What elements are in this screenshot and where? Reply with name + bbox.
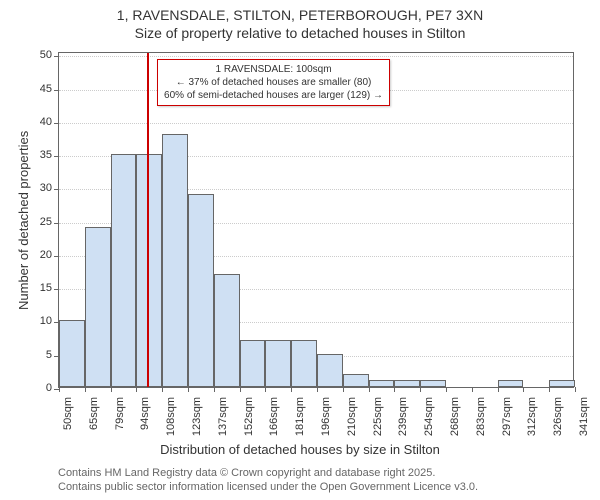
x-tick-label: 137sqm: [217, 397, 229, 441]
histogram-bar: [111, 154, 137, 387]
x-axis-label: Distribution of detached houses by size …: [0, 442, 600, 457]
histogram-bar: [265, 340, 291, 387]
x-tick-label: 166sqm: [268, 397, 280, 441]
x-tick-label: 152sqm: [243, 397, 255, 441]
x-tick-label: 341sqm: [578, 397, 590, 441]
annotation-line-2: ← 37% of detached houses are smaller (80…: [164, 76, 383, 89]
histogram-bar: [291, 340, 317, 387]
x-tick-mark: [265, 387, 266, 392]
x-tick-mark: [549, 387, 550, 392]
x-tick-label: 50sqm: [62, 397, 74, 441]
x-tick-label: 65sqm: [88, 397, 100, 441]
x-tick-mark: [472, 387, 473, 392]
x-tick-label: 326sqm: [552, 397, 564, 441]
x-tick-label: 225sqm: [372, 397, 384, 441]
x-tick-mark: [317, 387, 318, 392]
y-tick-label: 0: [30, 382, 52, 394]
x-tick-mark: [523, 387, 524, 392]
histogram-bar: [394, 380, 420, 387]
y-tick-mark: [54, 90, 59, 91]
grid-line: [59, 56, 573, 57]
x-tick-mark: [85, 387, 86, 392]
x-tick-label: 181sqm: [294, 397, 306, 441]
footer-line-2: Contains public sector information licen…: [58, 480, 478, 494]
y-tick-label: 20: [30, 249, 52, 261]
x-tick-label: 268sqm: [449, 397, 461, 441]
x-tick-label: 254sqm: [423, 397, 435, 441]
plot-area: 1 RAVENSDALE: 100sqm← 37% of detached ho…: [58, 52, 574, 388]
histogram-bar: [369, 380, 395, 387]
x-tick-mark: [343, 387, 344, 392]
chart-title-block: 1, RAVENSDALE, STILTON, PETERBOROUGH, PE…: [0, 0, 600, 42]
x-tick-label: 210sqm: [346, 397, 358, 441]
histogram-bar: [85, 227, 111, 387]
histogram-bar: [240, 340, 266, 387]
histogram-bar: [162, 134, 188, 387]
chart-footer: Contains HM Land Registry data © Crown c…: [58, 466, 478, 494]
x-tick-label: 196sqm: [320, 397, 332, 441]
y-tick-mark: [54, 156, 59, 157]
y-tick-label: 45: [30, 83, 52, 95]
x-tick-mark: [420, 387, 421, 392]
y-tick-label: 10: [30, 315, 52, 327]
y-tick-label: 25: [30, 216, 52, 228]
y-tick-label: 35: [30, 149, 52, 161]
y-tick-mark: [54, 123, 59, 124]
x-tick-label: 79sqm: [114, 397, 126, 441]
y-axis-label: Number of detached properties: [16, 131, 31, 310]
x-tick-mark: [214, 387, 215, 392]
annotation-line-1: 1 RAVENSDALE: 100sqm: [164, 63, 383, 76]
x-tick-label: 108sqm: [165, 397, 177, 441]
reference-line: [147, 53, 149, 387]
grid-line: [59, 123, 573, 124]
x-tick-mark: [575, 387, 576, 392]
x-tick-label: 239sqm: [397, 397, 409, 441]
y-tick-mark: [54, 189, 59, 190]
x-tick-mark: [240, 387, 241, 392]
histogram-bar: [188, 194, 214, 387]
x-tick-mark: [498, 387, 499, 392]
y-tick-label: 30: [30, 182, 52, 194]
x-tick-mark: [59, 387, 60, 392]
histogram-bar: [549, 380, 575, 387]
y-tick-label: 5: [30, 349, 52, 361]
histogram-bar: [498, 380, 524, 387]
histogram-bar: [343, 374, 369, 387]
y-tick-label: 50: [30, 49, 52, 61]
histogram-bar: [420, 380, 446, 387]
x-tick-mark: [136, 387, 137, 392]
x-tick-mark: [446, 387, 447, 392]
histogram-bar: [214, 274, 240, 387]
x-tick-label: 283sqm: [475, 397, 487, 441]
x-tick-mark: [188, 387, 189, 392]
y-tick-mark: [54, 289, 59, 290]
title-line-1: 1, RAVENSDALE, STILTON, PETERBOROUGH, PE…: [0, 6, 600, 24]
y-tick-mark: [54, 256, 59, 257]
x-tick-label: 297sqm: [501, 397, 513, 441]
y-tick-mark: [54, 56, 59, 57]
x-tick-mark: [369, 387, 370, 392]
x-tick-label: 312sqm: [526, 397, 538, 441]
chart-container: 1, RAVENSDALE, STILTON, PETERBOROUGH, PE…: [0, 0, 600, 500]
y-tick-mark: [54, 223, 59, 224]
x-tick-label: 94sqm: [139, 397, 151, 441]
histogram-bar: [317, 354, 343, 387]
footer-line-1: Contains HM Land Registry data © Crown c…: [58, 466, 478, 480]
y-tick-label: 15: [30, 282, 52, 294]
annotation-line-3: 60% of semi-detached houses are larger (…: [164, 89, 383, 102]
x-tick-mark: [111, 387, 112, 392]
annotation-box: 1 RAVENSDALE: 100sqm← 37% of detached ho…: [157, 59, 390, 106]
x-tick-mark: [291, 387, 292, 392]
title-line-2: Size of property relative to detached ho…: [0, 24, 600, 42]
x-tick-mark: [394, 387, 395, 392]
histogram-bar: [59, 320, 85, 387]
histogram-bar: [136, 154, 162, 387]
x-tick-mark: [162, 387, 163, 392]
y-tick-label: 40: [30, 116, 52, 128]
x-tick-label: 123sqm: [191, 397, 203, 441]
